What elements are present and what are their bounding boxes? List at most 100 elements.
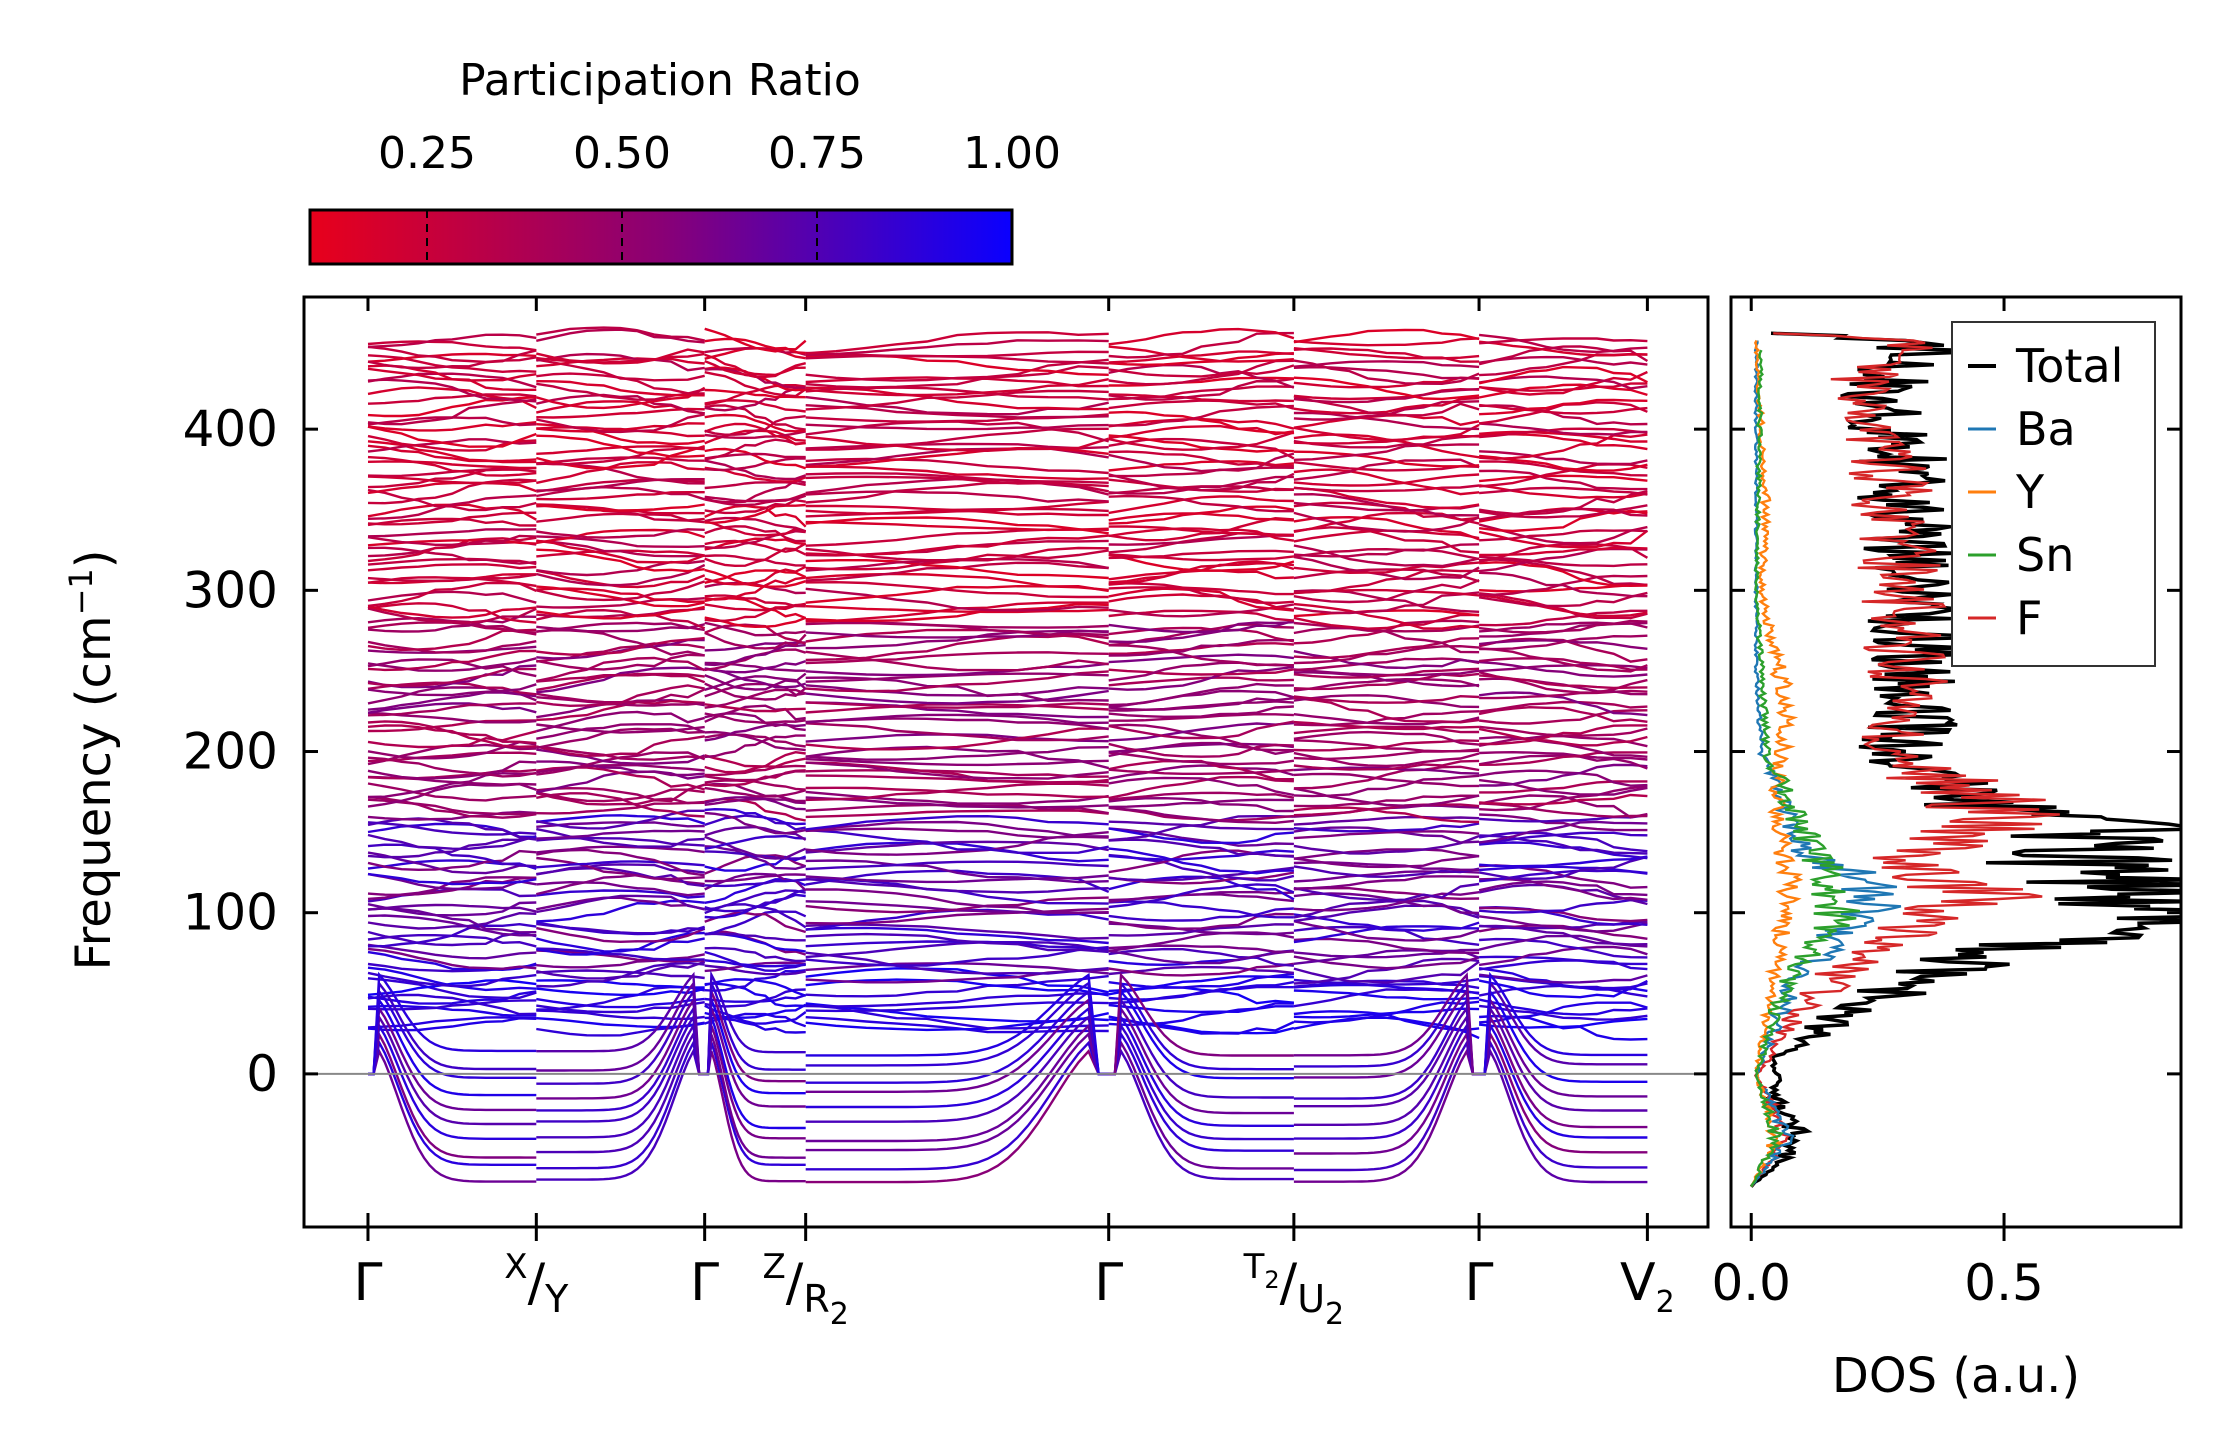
band-line	[1479, 647, 1648, 673]
soft-mode-line	[1293, 1005, 1480, 1108]
band-line	[1293, 347, 1480, 363]
band-line	[367, 511, 537, 526]
band-line	[535, 386, 706, 410]
band-line	[1293, 739, 1480, 753]
band-line	[805, 520, 1109, 532]
band-line	[805, 423, 1109, 431]
band-line	[367, 378, 537, 403]
band-line	[536, 926, 706, 944]
band-line	[1293, 694, 1480, 704]
band-line	[1479, 937, 1648, 959]
band-line	[805, 713, 1109, 725]
band-line	[704, 537, 806, 551]
band-line	[367, 836, 537, 859]
band-line	[805, 339, 1109, 357]
band-line	[805, 331, 1109, 355]
band-line	[536, 723, 706, 740]
legend-label-sn: Sn	[2016, 528, 2074, 582]
band-line	[1478, 691, 1648, 717]
colorbar-ticks: 0.25 0.50 0.75 1.00	[378, 128, 1061, 264]
band-line	[1478, 592, 1648, 620]
band-line	[535, 788, 705, 806]
soft-mode-line	[536, 980, 705, 1076]
band-line	[536, 528, 705, 539]
band-line	[1478, 705, 1648, 723]
band-y-tick-label: 0	[246, 1045, 278, 1103]
band-line	[1293, 739, 1480, 752]
band-line	[1108, 560, 1294, 586]
band-line	[536, 608, 706, 630]
band-line	[704, 631, 807, 650]
band-y-label: Frequency (cm−1)	[62, 549, 122, 970]
band-line	[367, 481, 537, 495]
band-line	[536, 548, 705, 573]
soft-mode-line	[704, 999, 806, 1095]
soft-mode-line	[1108, 980, 1294, 1076]
band-line	[1293, 830, 1480, 840]
band-line	[805, 967, 1109, 994]
soft-mode-line	[1479, 1030, 1648, 1154]
band-line	[536, 845, 705, 854]
band-line	[536, 880, 705, 897]
band-line	[367, 528, 537, 538]
band-line	[1293, 395, 1480, 417]
band-line	[1479, 750, 1648, 761]
soft-mode-line	[1479, 1047, 1648, 1184]
band-line	[704, 730, 806, 752]
band-line	[704, 388, 806, 399]
band-line	[704, 503, 806, 525]
band-line	[536, 696, 705, 707]
band-line	[1293, 865, 1480, 879]
band-line	[1479, 663, 1648, 673]
band-line	[536, 960, 706, 980]
kpoint-label: Γ	[1094, 1253, 1123, 1313]
band-line	[536, 656, 706, 683]
band-line	[367, 352, 537, 363]
band-line	[704, 447, 807, 470]
soft-mode-line	[368, 980, 537, 1076]
band-line	[805, 651, 1109, 665]
soft-mode-line	[536, 1047, 705, 1181]
band-line	[1479, 433, 1648, 461]
band-line	[536, 860, 705, 869]
band-line	[1293, 694, 1480, 709]
colorbar-tick-label: 0.50	[573, 128, 671, 179]
band-line	[1293, 569, 1480, 595]
band-line	[704, 796, 806, 811]
band-line	[704, 888, 807, 913]
band-line	[704, 371, 807, 398]
band-line	[536, 873, 705, 896]
band-line	[1478, 945, 1648, 967]
band-line	[1478, 591, 1648, 608]
band-frame	[302, 295, 1710, 1229]
band-line	[805, 790, 1109, 805]
band-line	[367, 367, 537, 382]
band-line	[1293, 822, 1480, 833]
band-line	[704, 811, 806, 835]
band-line	[1293, 360, 1480, 369]
colorbar-tick-label: 0.75	[768, 128, 866, 179]
band-line	[1108, 569, 1294, 581]
legend-label-y: Y	[2015, 465, 2045, 519]
band-line	[367, 683, 537, 697]
dos-panel: 0.0 0.5 DOS (a.u.) Total Ba Y Sn F	[1711, 295, 2183, 1404]
band-line	[1293, 765, 1480, 790]
band-line	[367, 943, 537, 960]
band-line	[1478, 365, 1648, 385]
band-line	[536, 979, 705, 989]
band-line	[805, 951, 1109, 975]
band-line	[536, 503, 705, 512]
soft-mode-line	[1108, 1047, 1294, 1181]
band-line	[805, 974, 1109, 998]
band-line	[1293, 637, 1480, 659]
band-line	[367, 971, 537, 988]
band-line	[1108, 534, 1294, 546]
dos-x-axis: 0.0 0.5	[1711, 297, 2044, 1312]
band-line	[1293, 526, 1480, 554]
band-line	[1108, 494, 1294, 513]
band-line	[805, 475, 1109, 488]
dos-x-tick-label: 0.5	[1964, 1254, 2044, 1312]
band-line	[1479, 751, 1648, 766]
band-line	[805, 896, 1109, 914]
band-line	[1108, 820, 1294, 831]
